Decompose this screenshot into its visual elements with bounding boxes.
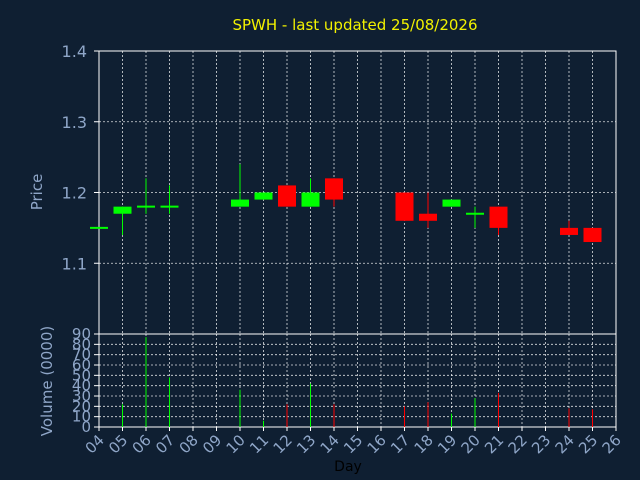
candle-day-7 <box>160 185 179 214</box>
candle-day-10 <box>231 164 249 207</box>
candle-body <box>231 199 249 207</box>
volume-tick-label: 80 <box>72 335 91 353</box>
candle-body <box>254 192 273 200</box>
volume-bars <box>122 337 593 427</box>
candles <box>90 164 602 243</box>
price-axis-label: Price <box>28 174 46 211</box>
day-axis-label: Day <box>334 459 362 475</box>
volume-tick-label: 60 <box>72 356 91 374</box>
candle-day-25 <box>583 227 602 243</box>
candle-day-12 <box>278 185 296 207</box>
candle-day-14 <box>325 178 343 207</box>
candle-body <box>113 206 132 214</box>
volume-tick-label: 90 <box>72 325 91 343</box>
candle-day-18 <box>419 192 437 228</box>
candle-day-5 <box>113 206 132 235</box>
candle-body <box>395 192 414 221</box>
candle-body <box>419 213 437 221</box>
chart-title: SPWH - last updated 25/08/2026 <box>232 16 477 34</box>
candle-day-13 <box>301 178 320 207</box>
price-tick-label: 1.3 <box>62 113 87 132</box>
price-y-ticks: 1.1 1.2 1.3 1.4 <box>62 42 99 273</box>
volume-tick-label: 40 <box>72 377 91 395</box>
candle-day-17 <box>395 192 414 221</box>
volume-tick-label: 20 <box>72 397 91 415</box>
candle-day-20 <box>466 206 484 228</box>
candle-day-11 <box>254 192 273 200</box>
volume-tick-label: 70 <box>72 346 91 364</box>
volume-tick-label: 0 <box>81 418 91 436</box>
price-tick-label: 1.4 <box>62 42 87 61</box>
volume-axis-label: Volume (0000) <box>38 326 56 436</box>
candle-body <box>301 192 320 207</box>
candle-body <box>442 199 461 207</box>
candle-body <box>325 178 343 200</box>
volume-tick-label: 30 <box>72 387 91 405</box>
candle-body <box>560 227 578 235</box>
candle-body <box>489 206 508 228</box>
price-tick-label: 1.1 <box>62 254 87 273</box>
volume-tick-label: 10 <box>72 408 91 426</box>
volume-tick-label: 50 <box>72 366 91 384</box>
price-tick-label: 1.2 <box>62 184 87 203</box>
candle-day-21 <box>489 206 508 235</box>
candle-day-24 <box>560 220 578 235</box>
candle-body <box>278 185 296 207</box>
candle-day-19 <box>442 199 461 207</box>
candle-body <box>583 227 602 243</box>
candle-day-6 <box>137 178 155 214</box>
